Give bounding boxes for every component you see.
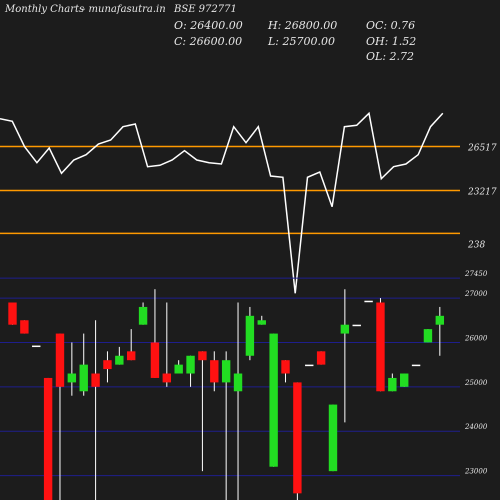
candle-body [210, 360, 219, 383]
candle-body [233, 373, 243, 392]
y-tick-label: 23000 [464, 468, 488, 476]
y-tick-label: 24000 [464, 423, 488, 431]
candle-body [305, 364, 314, 367]
low-value: L: 25700.00 [268, 35, 335, 48]
candle-body [79, 364, 88, 392]
candle-body [423, 329, 433, 343]
indicator-level-label: 238 [467, 240, 485, 250]
candle-body [316, 351, 326, 365]
candle-body [245, 315, 255, 356]
candle-body [269, 333, 278, 467]
candle-body [281, 360, 290, 374]
ol-value: OL: 2.72 [366, 50, 415, 63]
y-tick-label: 27450 [464, 270, 488, 278]
symbol-label: BSE 972771 [174, 4, 237, 15]
close-value: C: 26600.00 [174, 35, 243, 48]
y-tick-label: 25000 [464, 379, 488, 387]
candle-body [400, 373, 409, 387]
candle-body [162, 373, 172, 383]
indicator-panel: 26517 23217 238 [0, 111, 497, 294]
candle-body [257, 320, 266, 325]
indicator-level-label: 23217 [467, 187, 497, 197]
candle-body [328, 404, 338, 472]
site-name: - munafasutra.in [82, 4, 166, 15]
candle-body [91, 373, 100, 387]
app-title: Monthly Charts [5, 4, 85, 15]
candlestick-panel: 27450 27000 26000 25000 24000 23000 [0, 270, 488, 500]
candle-body [174, 364, 183, 374]
candle-body [376, 302, 385, 392]
y-tick-label: 26000 [464, 334, 488, 342]
candle-body [103, 360, 112, 370]
open-value: O: 26400.00 [174, 19, 243, 32]
high-value: H: 26800.00 [268, 19, 338, 32]
indicator-level-label: 26517 [467, 143, 497, 153]
candle-body [150, 342, 160, 378]
candle-body [43, 377, 53, 500]
candle-body [55, 333, 65, 387]
candle-body [115, 355, 124, 365]
candle-body [138, 306, 148, 325]
candle-body [411, 364, 421, 367]
oh-value: OH: 1.52 [366, 35, 417, 48]
candle-body [186, 355, 195, 374]
candle-body [293, 382, 302, 494]
candle-body [67, 373, 77, 383]
candle-body [32, 345, 41, 348]
y-tick-label: 27000 [464, 290, 488, 298]
oc-value: OC: 0.76 [366, 19, 416, 32]
indicator-line [0, 111, 444, 294]
candle-body [352, 324, 361, 327]
candle-body [388, 377, 397, 392]
candle-body [435, 315, 445, 325]
candle-body [340, 324, 350, 334]
candle-body [127, 351, 136, 361]
candle-body [364, 300, 373, 303]
candle-body [8, 302, 17, 325]
candle-body [221, 360, 231, 383]
candle-body [198, 351, 207, 361]
candle-body [20, 320, 29, 334]
